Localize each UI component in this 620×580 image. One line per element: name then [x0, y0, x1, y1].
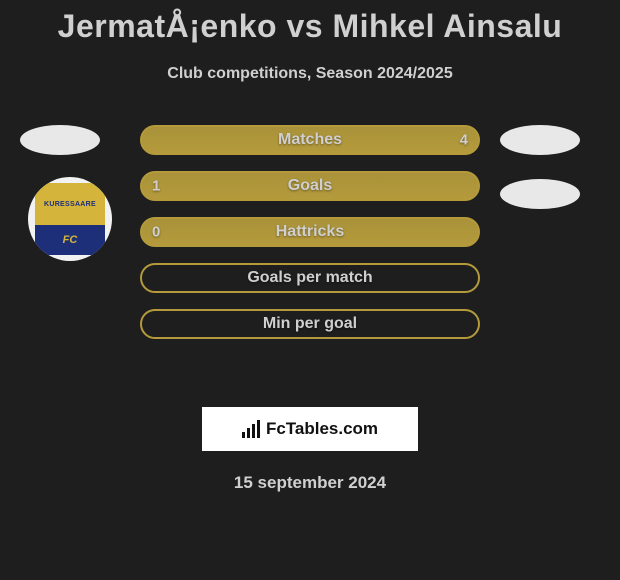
chart-area: KURESSAARE FC Matches4 Goals1 Hattricks0 Go… [0, 125, 620, 385]
stat-bars: Matches4 Goals1 Hattricks0 Goals per match M… [140, 125, 480, 355]
stat-value-right: 4 [460, 132, 468, 149]
team-logo-left: KURESSAARE FC [28, 177, 112, 261]
stat-label: Hattricks [140, 223, 480, 241]
team-logo-top: KURESSAARE [35, 183, 105, 225]
stat-row: Hattricks0 [140, 217, 480, 247]
placeholder-ellipse-left-1 [20, 125, 100, 155]
stat-row: Goals per match [140, 263, 480, 293]
placeholder-ellipse-right-2 [500, 179, 580, 209]
stat-label: Goals per match [140, 269, 480, 287]
brand: FcTables.com [242, 419, 378, 439]
page-title: JermatÅ¡enko vs Mihkel Ainsalu [0, 8, 620, 45]
stat-row: Goals1 [140, 171, 480, 201]
subtitle: Club competitions, Season 2024/2025 [0, 65, 620, 83]
team-logo-bottom: FC [35, 225, 105, 255]
stat-label: Goals [140, 177, 480, 195]
stat-label: Matches [140, 131, 480, 149]
stat-row: Matches4 [140, 125, 480, 155]
brand-text: FcTables.com [266, 419, 378, 439]
stat-row: Min per goal [140, 309, 480, 339]
team-logo-top-text: KURESSAARE [44, 201, 96, 208]
team-logo-bottom-text: FC [63, 234, 78, 246]
stat-value-left: 0 [152, 224, 160, 241]
date-label: 15 september 2024 [0, 473, 620, 493]
placeholder-ellipse-right-1 [500, 125, 580, 155]
brand-box: FcTables.com [202, 407, 418, 451]
stat-label: Min per goal [140, 315, 480, 333]
stat-value-left: 1 [152, 178, 160, 195]
comparison-infographic: JermatÅ¡enko vs Mihkel Ainsalu Club comp… [0, 0, 620, 493]
brand-bars-icon [242, 420, 260, 438]
